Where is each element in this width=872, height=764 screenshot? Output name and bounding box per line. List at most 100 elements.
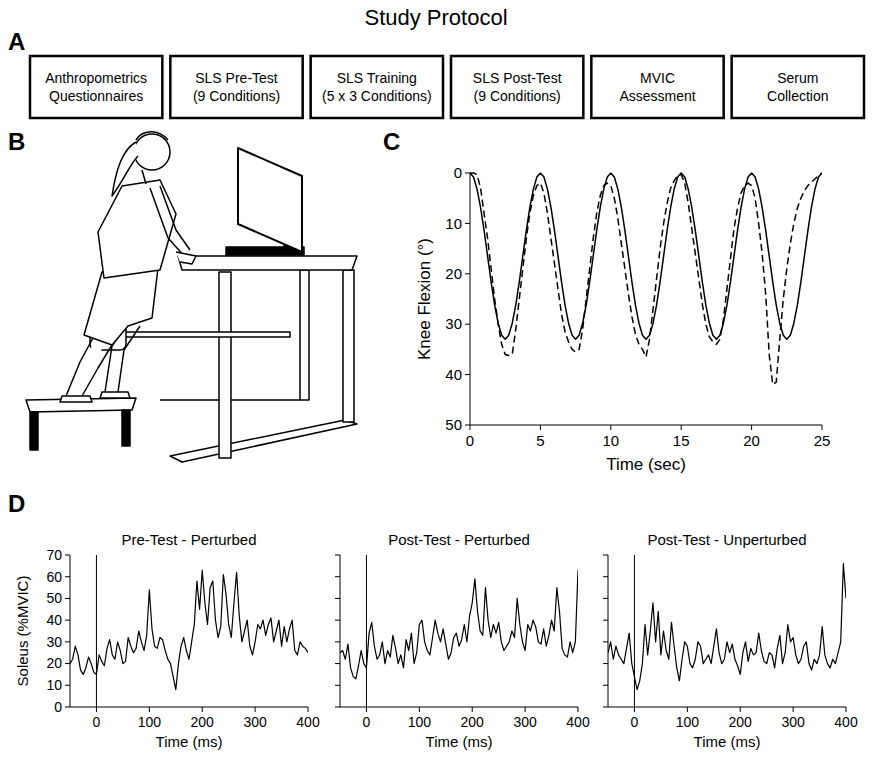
y-tick-label: 10 [46, 677, 62, 693]
y-tick-label: 50 [445, 416, 462, 433]
x-tick-label: 0 [631, 714, 639, 730]
x-tick [822, 425, 823, 430]
protocol-text: (9 Conditions) [193, 88, 280, 104]
protocol-text: Questionnaires [49, 88, 143, 104]
y-tick-label: 0 [454, 164, 462, 181]
x-tick-label: 300 [781, 714, 805, 730]
y-tick [603, 707, 608, 708]
y-tick [335, 685, 340, 686]
plot-area [470, 173, 822, 385]
y-tick [65, 620, 70, 621]
y-tick [335, 598, 340, 599]
y-tick [603, 641, 608, 642]
y-tick [335, 707, 340, 708]
y-axis-title: Knee Flexion (°) [415, 238, 434, 360]
y-axis [470, 173, 471, 425]
x-tick [634, 707, 635, 712]
protocol-text: SLS Post-Test [473, 70, 562, 86]
y-axis [608, 555, 609, 707]
x-tick-label: 100 [676, 714, 700, 730]
y-tick-label: 30 [46, 634, 62, 650]
x-tick-label: 5 [536, 432, 544, 449]
protocol-box [170, 56, 302, 118]
x-tick [472, 707, 473, 712]
x-tick-label: 400 [296, 714, 320, 730]
illustration [26, 132, 357, 462]
x-axis [70, 707, 308, 708]
protocol-text: Serum [777, 70, 818, 86]
y-axis [70, 555, 71, 707]
x-tick [525, 707, 526, 712]
protocol-text: Assessment [619, 88, 695, 104]
series-line [608, 564, 846, 690]
y-tick [603, 576, 608, 577]
x-tick-label: 200 [191, 714, 215, 730]
x-tick [255, 707, 256, 712]
x-tick [681, 425, 682, 430]
y-tick [465, 273, 470, 274]
y-tick [65, 555, 70, 556]
panel-label: C [383, 128, 400, 155]
x-tick [740, 707, 741, 712]
x-tick-label: 20 [743, 432, 760, 449]
y-tick [335, 555, 340, 556]
chart-panel: 0100200300400Post-Test - UnperturbedTime… [603, 531, 858, 750]
chart-title: Post-Test - Perturbed [388, 531, 530, 548]
y-tick [335, 641, 340, 642]
y-tick-label: 20 [445, 265, 462, 282]
protocol-text: (5 x 3 Conditions) [322, 88, 432, 104]
protocol-box [451, 56, 583, 118]
series-line [70, 570, 308, 689]
protocol-text: Collection [767, 88, 828, 104]
protocol-text: Anthropometrics [45, 70, 147, 86]
plot-area [340, 555, 578, 707]
x-tick [419, 707, 420, 712]
y-tick [335, 663, 340, 664]
protocol-text: SLS Training [337, 70, 417, 86]
x-tick [308, 707, 309, 712]
figure: Study ProtocolABCDAnthropometricsQuestio… [0, 0, 872, 764]
x-tick-label: 200 [729, 714, 753, 730]
protocol-box [311, 56, 443, 118]
y-tick-label: 10 [445, 215, 462, 232]
x-tick [202, 707, 203, 712]
y-tick [465, 324, 470, 325]
x-tick [470, 425, 471, 430]
plot-area [608, 555, 846, 707]
y-axis [340, 555, 341, 707]
y-tick [603, 598, 608, 599]
y-tick-label: 30 [445, 315, 462, 332]
protocol-text: (9 Conditions) [474, 88, 561, 104]
y-tick [65, 707, 70, 708]
x-tick [366, 707, 367, 712]
x-tick-label: 400 [834, 714, 858, 730]
y-tick [65, 685, 70, 686]
x-axis-title: Time (ms) [156, 733, 223, 750]
y-tick [335, 620, 340, 621]
x-tick [578, 707, 579, 712]
x-tick-label: 100 [138, 714, 162, 730]
x-axis [608, 707, 846, 708]
x-axis-title: Time (ms) [426, 733, 493, 750]
y-tick [65, 598, 70, 599]
x-tick-label: 10 [602, 432, 619, 449]
x-tick-label: 0 [363, 714, 371, 730]
x-tick-label: 200 [461, 714, 485, 730]
x-tick-label: 0 [466, 432, 474, 449]
x-tick-label: 15 [673, 432, 690, 449]
y-tick [65, 663, 70, 664]
x-tick [96, 707, 97, 712]
y-tick-label: 50 [46, 590, 62, 606]
y-tick-label: 60 [46, 569, 62, 585]
protocol-box [30, 56, 162, 118]
x-tick-label: 300 [513, 714, 537, 730]
x-tick [610, 425, 611, 430]
x-tick [751, 425, 752, 430]
y-tick-label: 70 [46, 547, 62, 563]
chart-title: Post-Test - Unperturbed [647, 531, 806, 548]
y-tick [465, 374, 470, 375]
series-line [340, 570, 578, 679]
x-tick-label: 0 [93, 714, 101, 730]
y-tick-label: 0 [54, 699, 62, 715]
x-axis [340, 707, 578, 708]
